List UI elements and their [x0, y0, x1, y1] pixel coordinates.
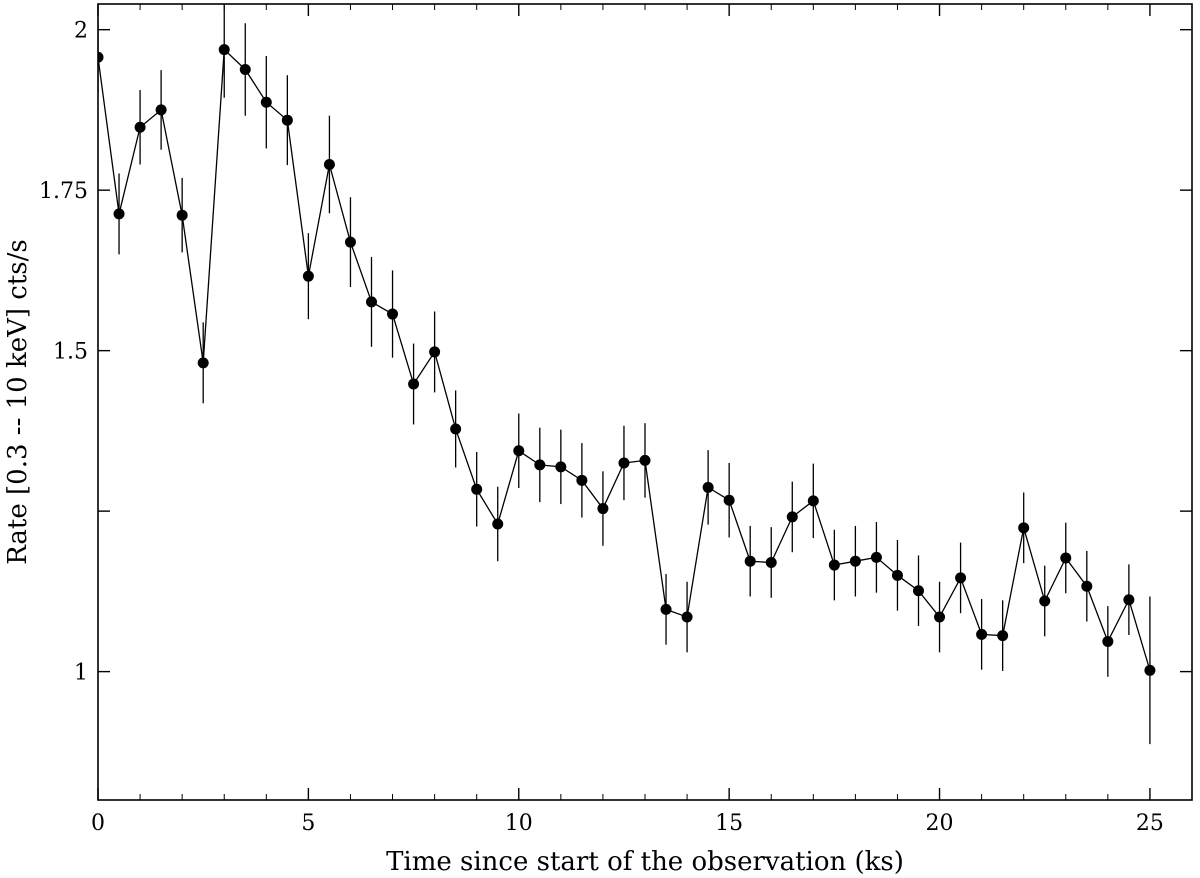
y-axis-label: Rate [0.3 -- 10 keV] cts/s: [3, 239, 33, 565]
data-point: [849, 555, 861, 567]
series-line: [98, 48, 1151, 671]
data-point: [786, 511, 798, 523]
y-axis-ticks: 1 1.5 1.75 2: [39, 19, 1192, 686]
x-tick-label: 5: [301, 811, 315, 836]
data-point: [891, 569, 903, 581]
data-point: [723, 494, 735, 506]
data-point: [1039, 595, 1051, 607]
data-point: [471, 483, 483, 495]
plot-frame: [97, 3, 1193, 801]
data-point: [408, 378, 420, 390]
data-point: [366, 296, 377, 308]
data-point: [618, 457, 630, 469]
data-point: [807, 495, 819, 507]
y-tick-label: 1.75: [39, 179, 88, 204]
data-point: [1081, 580, 1093, 592]
data-point: [828, 559, 840, 571]
data-point: [197, 357, 209, 369]
y-tick-label: 1.5: [53, 340, 88, 365]
data-point: [702, 481, 714, 493]
data-point: [934, 611, 946, 623]
x-tick-label: 25: [1136, 811, 1164, 836]
data-point: [134, 121, 146, 133]
data-point: [681, 611, 693, 623]
data-point: [302, 270, 314, 282]
data-point: [98, 51, 104, 63]
data-point: [450, 423, 462, 435]
data-point: [976, 628, 988, 640]
data-point: [176, 209, 188, 221]
data-point: [1102, 635, 1114, 647]
x-axis-ticks: 0 5 10 15 20 25: [91, 4, 1164, 836]
x-tick-label: 15: [715, 811, 743, 836]
data-point: [260, 96, 272, 108]
x-axis-label: Time since start of the observation (ks): [386, 847, 904, 877]
data-point: [913, 585, 924, 597]
data-point: [1123, 594, 1135, 606]
data-point: [281, 114, 293, 126]
y-tick-label: 1: [74, 661, 88, 686]
data-point: [1060, 552, 1072, 564]
data-point: [997, 630, 1009, 642]
data-point: [870, 551, 882, 563]
data-point: [323, 158, 335, 170]
data-series: [98, 4, 1156, 745]
data-point: [555, 461, 567, 473]
data-point: [218, 44, 230, 56]
data-point: [576, 474, 588, 486]
y-tick-label: 2: [74, 19, 88, 44]
data-point: [113, 208, 125, 220]
data-point: [344, 236, 356, 248]
x-tick-label: 20: [926, 811, 954, 836]
data-point: [429, 346, 441, 358]
data-point: [534, 459, 546, 471]
data-point: [955, 572, 967, 584]
data-point: [744, 555, 756, 567]
data-point: [1144, 664, 1156, 676]
x-tick-label: 10: [505, 811, 533, 836]
data-point: [387, 308, 399, 320]
data-point: [513, 445, 525, 457]
data-point: [492, 518, 504, 530]
data-point: [1018, 522, 1030, 534]
data-point: [597, 503, 609, 515]
data-point: [639, 454, 651, 466]
data-point: [155, 104, 167, 116]
x-tick-label: 0: [91, 811, 105, 836]
data-point: [239, 63, 251, 75]
data-point: [765, 556, 777, 568]
data-point: [660, 603, 672, 615]
